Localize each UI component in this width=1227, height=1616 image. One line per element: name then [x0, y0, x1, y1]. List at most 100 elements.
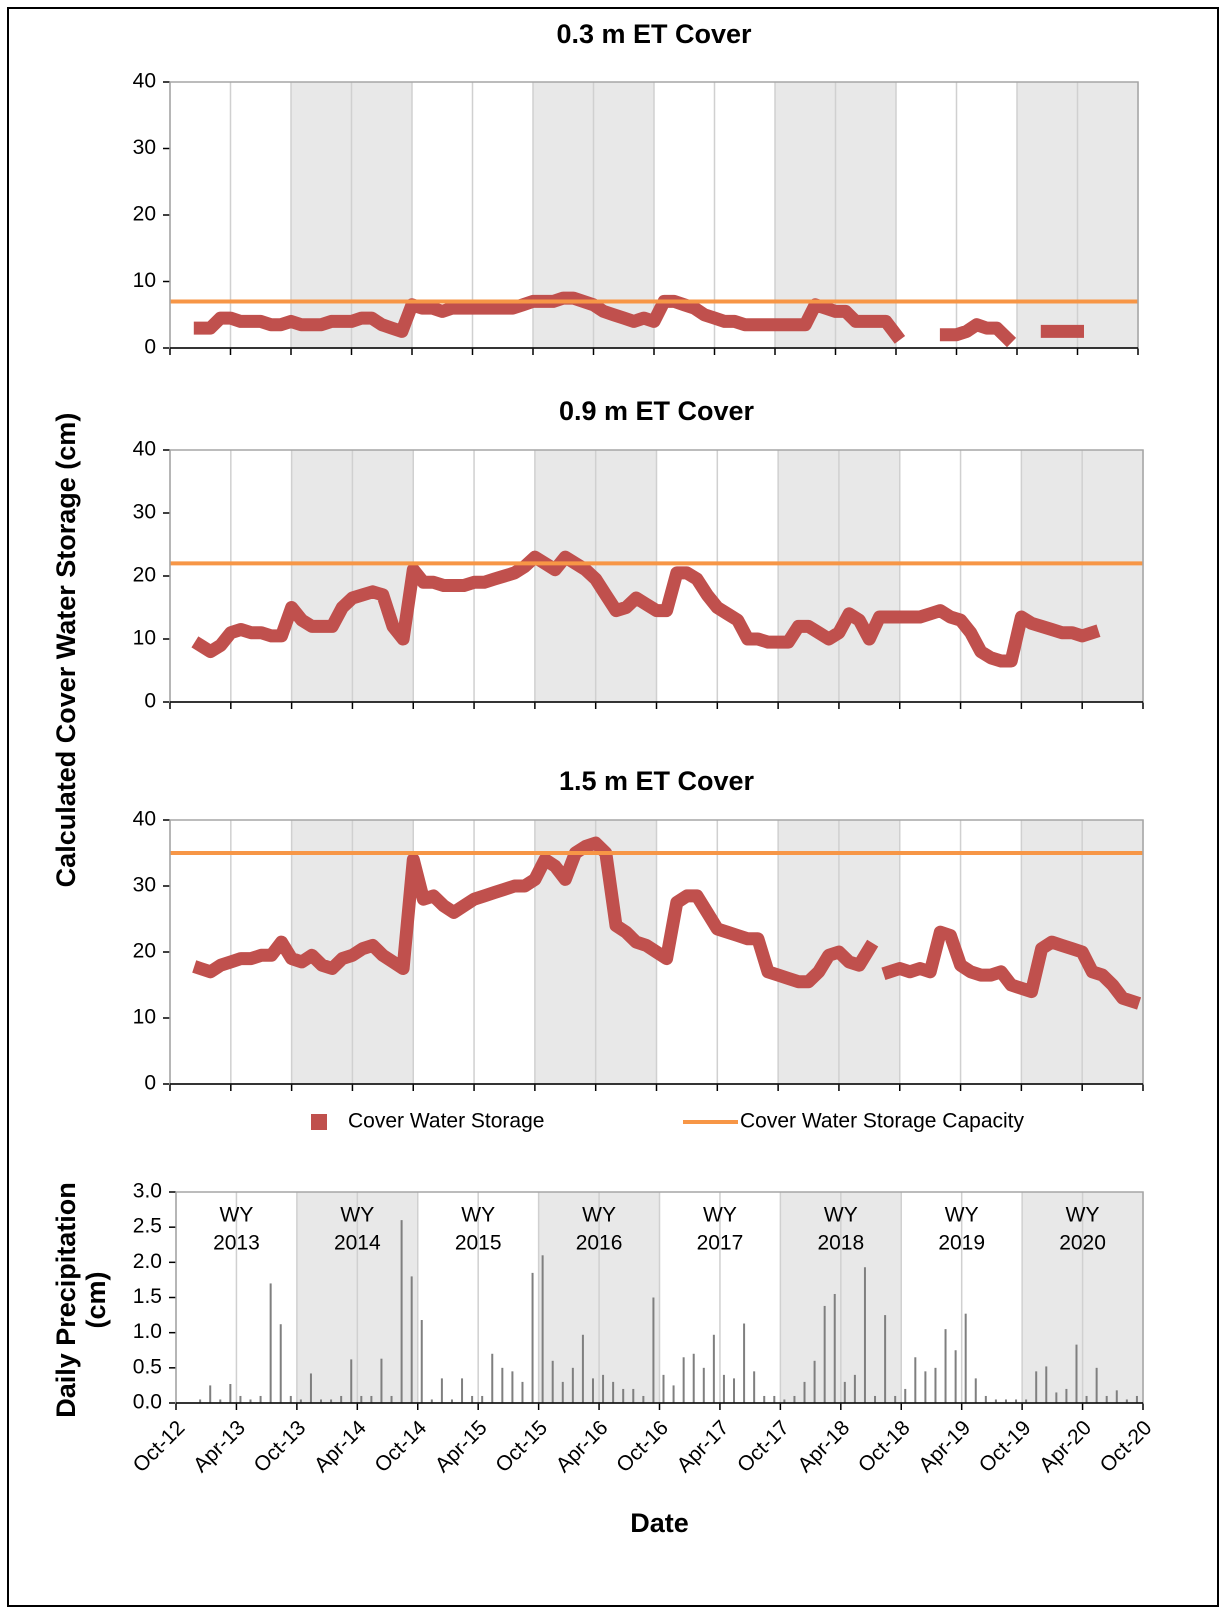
storage-line [192, 836, 1142, 1010]
wy-label: WY [340, 1204, 374, 1227]
precip-bar [974, 1378, 977, 1403]
y-tick-label: 20 [133, 564, 156, 587]
x-axis-label: Date [630, 1508, 689, 1538]
precip-bar [440, 1378, 443, 1403]
precip-bar [702, 1367, 705, 1403]
precip-bar [1075, 1344, 1078, 1403]
precip-bar [823, 1305, 826, 1403]
precip-bar [561, 1381, 564, 1403]
precip-bar [833, 1293, 836, 1403]
precip-bar [994, 1399, 997, 1403]
precip-bar [289, 1395, 292, 1403]
wy-label: 2018 [817, 1232, 864, 1255]
precip-bar [360, 1395, 363, 1403]
y-tick-label: 10 [133, 627, 156, 650]
precip-bar [632, 1388, 635, 1403]
precip-bar [320, 1399, 323, 1403]
precip-bar [722, 1374, 725, 1403]
precip-bar [1055, 1392, 1058, 1403]
precip-bar [783, 1399, 786, 1403]
precip-bar [1095, 1367, 1098, 1403]
precip-bar [914, 1357, 917, 1403]
panel-title: 1.5 m ET Cover [559, 766, 755, 796]
precip-bar [501, 1367, 504, 1403]
precip-bar [249, 1399, 252, 1403]
legend-label: Cover Water Storage Capacity [740, 1110, 1025, 1133]
y-tick-label: 1.0 [133, 1320, 162, 1343]
precip-bar [461, 1378, 464, 1403]
precip-bar [743, 1323, 746, 1403]
y-tick-label: 30 [133, 136, 156, 159]
panel-title: 0.9 m ET Cover [559, 396, 755, 426]
wy-label: 2017 [697, 1232, 744, 1255]
wy-label: WY [582, 1204, 616, 1227]
precip-bar [934, 1367, 937, 1403]
precip-bar [450, 1399, 453, 1403]
wy-label: WY [703, 1204, 737, 1227]
precip-bar [1025, 1399, 1028, 1403]
wy-label: 2013 [213, 1232, 260, 1255]
precip-bar [853, 1374, 856, 1403]
y-tick-label: 10 [133, 1006, 156, 1029]
precip-bar [874, 1395, 877, 1403]
precip-bar [491, 1353, 494, 1403]
y-tick-label: 0.0 [133, 1391, 162, 1414]
precip-bar [591, 1378, 594, 1403]
precip-bar [924, 1371, 927, 1403]
y-tick-label: 30 [133, 501, 156, 524]
wy-label: WY [824, 1204, 858, 1227]
precip-bar [763, 1395, 766, 1403]
precip-bar [481, 1395, 484, 1403]
precip-bar [813, 1360, 816, 1403]
wy-label: 2014 [334, 1232, 381, 1255]
precip-bar [239, 1395, 242, 1403]
precip-bar [793, 1395, 796, 1403]
y-tick-label: 0.5 [133, 1355, 162, 1378]
precip-bar [682, 1357, 685, 1403]
legend-label: Cover Water Storage [348, 1110, 544, 1133]
wy-label: WY [945, 1204, 979, 1227]
precip-bar [309, 1373, 312, 1403]
precip-bar [863, 1267, 866, 1403]
precip-bar [279, 1324, 282, 1403]
panel-title: 0.3 m ET Cover [556, 19, 752, 49]
precip-bar [350, 1359, 353, 1403]
precip-bar [1015, 1399, 1018, 1403]
precip-bar [430, 1399, 433, 1403]
precip-bar [199, 1399, 202, 1403]
precip-bar [541, 1255, 544, 1403]
precip-bar [511, 1371, 514, 1403]
precip-bar [964, 1313, 967, 1403]
precip-bar [330, 1399, 333, 1403]
precip-bar [894, 1395, 897, 1403]
y-tick-label: 3.0 [133, 1180, 162, 1203]
y-tick-label: 40 [133, 808, 156, 831]
legend-swatch [311, 1114, 327, 1130]
precip-bar [410, 1276, 413, 1403]
precip-bar [672, 1385, 675, 1403]
precip-bar [602, 1374, 605, 1403]
y-tick-label: 2.5 [133, 1215, 162, 1238]
precip-bar [884, 1315, 887, 1403]
y-tick-label: 1.5 [133, 1285, 162, 1308]
precip-bar [642, 1395, 645, 1403]
y-axis-label: Daily Precipitation [51, 1182, 81, 1418]
precip-bar [984, 1395, 987, 1403]
precip-bar [622, 1388, 625, 1403]
y-tick-label: 10 [133, 269, 156, 292]
precip-bar [219, 1399, 222, 1403]
y-axis-label: Calculated Cover Water Storage (cm) [51, 413, 81, 888]
precip-bar [1065, 1388, 1068, 1403]
y-tick-label: 20 [133, 203, 156, 226]
precip-bar [471, 1395, 474, 1403]
precip-bar [692, 1353, 695, 1403]
precip-bar [380, 1358, 383, 1403]
precip-bar [803, 1381, 806, 1403]
y-tick-label: 40 [133, 70, 156, 93]
precip-bar [1085, 1395, 1088, 1403]
precip-bar [1135, 1395, 1138, 1403]
y-tick-label: 0 [144, 690, 156, 713]
precip-bar [299, 1399, 302, 1403]
